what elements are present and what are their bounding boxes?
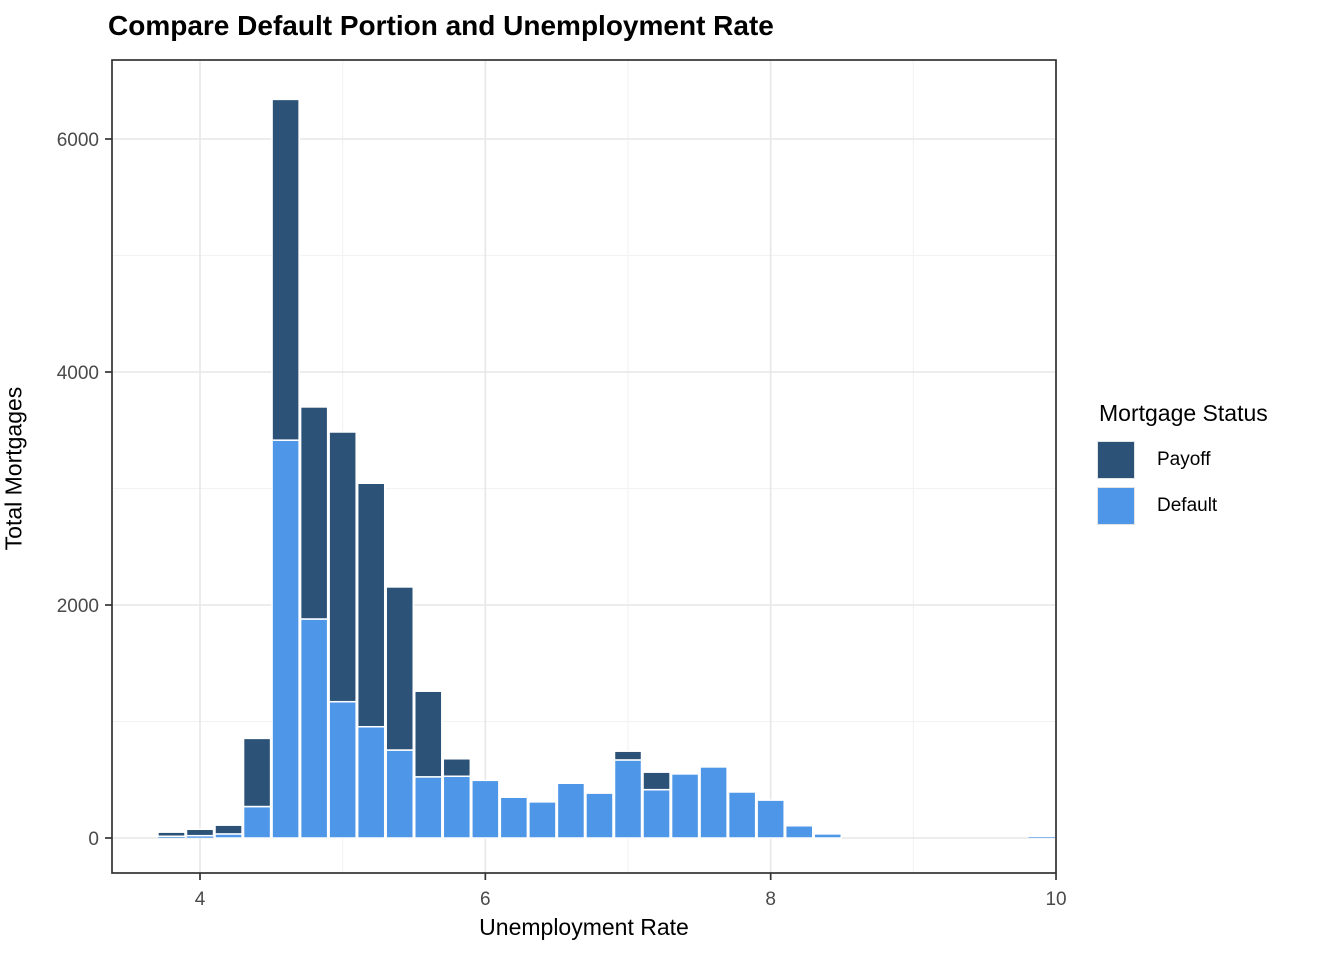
bar-payoff[interactable] bbox=[385, 586, 415, 751]
chart-title: Compare Default Portion and Unemployment… bbox=[108, 10, 774, 41]
bar-default[interactable] bbox=[385, 749, 415, 839]
bar-default[interactable] bbox=[242, 805, 272, 839]
bar-payoff[interactable] bbox=[442, 758, 472, 778]
bar-payoff[interactable] bbox=[271, 98, 300, 441]
legend-label-default: Default bbox=[1157, 495, 1218, 516]
y-tick-label: 4000 bbox=[57, 363, 99, 384]
bar-default[interactable] bbox=[784, 825, 814, 839]
legend-item-default: Default bbox=[1097, 487, 1337, 525]
bar-default[interactable] bbox=[727, 791, 757, 839]
bar-default[interactable] bbox=[528, 801, 557, 839]
bar-payoff[interactable] bbox=[328, 431, 357, 703]
legend-swatch-default bbox=[1097, 487, 1135, 525]
panel-border bbox=[111, 59, 1057, 874]
bar-payoff[interactable] bbox=[414, 690, 443, 778]
x-axis-title: Unemployment Rate bbox=[479, 914, 689, 940]
bar-payoff[interactable] bbox=[157, 831, 186, 838]
bar-payoff[interactable] bbox=[242, 737, 272, 808]
bar-default[interactable] bbox=[356, 725, 386, 839]
y-tick-label: 0 bbox=[88, 829, 99, 850]
legend-swatch-payoff bbox=[1097, 441, 1135, 479]
x-tick-label: 8 bbox=[765, 889, 776, 910]
legend-label-payoff: Payoff bbox=[1157, 449, 1211, 470]
y-tick-label: 6000 bbox=[57, 130, 99, 151]
legend-title: Mortgage Status bbox=[1099, 400, 1268, 426]
bar-default[interactable] bbox=[414, 776, 443, 839]
legend: Mortgage Status Payoff Default bbox=[1097, 400, 1337, 533]
bar-default[interactable] bbox=[271, 439, 300, 839]
bar-default[interactable] bbox=[471, 779, 500, 839]
bar-default[interactable] bbox=[756, 799, 785, 839]
y-axis-title: Total Mortgages bbox=[0, 386, 27, 551]
plot-panel bbox=[112, 60, 1056, 873]
bar-payoff[interactable] bbox=[642, 771, 671, 791]
bar-default[interactable] bbox=[699, 766, 728, 839]
bar-default[interactable] bbox=[813, 833, 843, 839]
x-tick-label: 6 bbox=[480, 889, 491, 910]
bar-default[interactable] bbox=[585, 792, 614, 839]
y-tick-label: 2000 bbox=[57, 596, 99, 617]
bar-default[interactable] bbox=[442, 775, 472, 839]
bar-payoff[interactable] bbox=[299, 406, 329, 620]
bar-default[interactable] bbox=[670, 773, 700, 839]
bar-payoff[interactable] bbox=[613, 750, 643, 761]
bar-default[interactable] bbox=[328, 700, 357, 839]
bar-default[interactable] bbox=[642, 788, 671, 839]
bar-payoff[interactable] bbox=[214, 824, 243, 835]
legend-item-payoff: Payoff bbox=[1097, 441, 1337, 479]
bar-default[interactable] bbox=[1027, 836, 1056, 839]
bar-default[interactable] bbox=[613, 759, 643, 839]
bar-payoff[interactable] bbox=[356, 482, 386, 728]
bar-default[interactable] bbox=[299, 618, 329, 839]
bar-default[interactable] bbox=[556, 782, 586, 839]
bar-payoff[interactable] bbox=[185, 828, 215, 837]
x-tick-label: 10 bbox=[1045, 889, 1066, 910]
x-tick-label: 4 bbox=[195, 889, 206, 910]
bar-default[interactable] bbox=[499, 796, 529, 839]
